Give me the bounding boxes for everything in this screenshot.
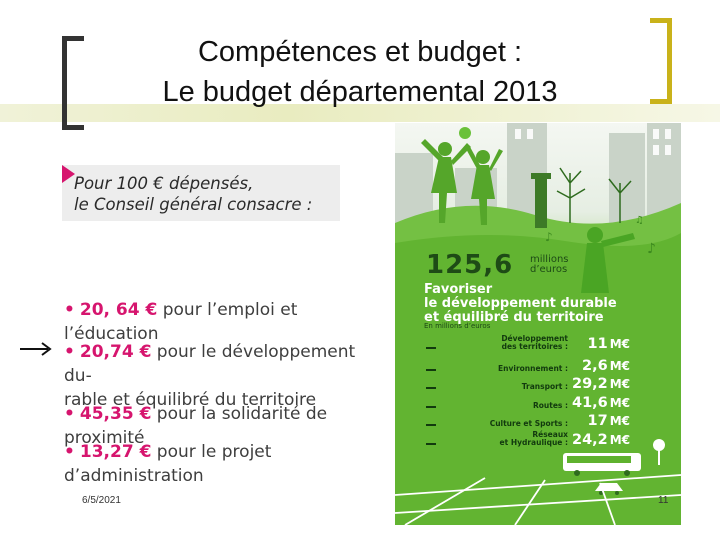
slide-title-line2: Le budget départemental 2013 bbox=[162, 76, 558, 108]
poster-unit-line1: millions bbox=[530, 254, 569, 265]
item-text: pour le projet d’administration bbox=[64, 442, 272, 486]
item-text: pour l’emploi et l’éducation bbox=[64, 300, 298, 344]
list-item: • 45,35 € pour la solidarité de proximité bbox=[64, 402, 376, 450]
budget-row: Réseaux et Hydraulique : 24,2 M€ bbox=[418, 428, 630, 448]
row-value-number: 11 bbox=[587, 336, 608, 352]
poster-subtitle: En millions d’euros bbox=[424, 322, 491, 330]
budget-poster-illustration: ♪ ♪ ♫ bbox=[395, 123, 681, 525]
footer-page-number: 11 bbox=[658, 495, 669, 506]
row-value-currency: M€ bbox=[609, 377, 631, 391]
row-value-currency: M€ bbox=[609, 414, 630, 428]
right-bracket-decoration bbox=[650, 18, 672, 104]
budget-row-value: 24,2 M€ bbox=[572, 432, 630, 448]
list-item: • 20,74 € pour le développement du-rable … bbox=[64, 340, 376, 412]
budget-row: Environnement : 2,6 M€ bbox=[418, 356, 630, 374]
pink-arrow-icon bbox=[62, 165, 75, 183]
poster-title-line2: le développement durable bbox=[424, 296, 617, 311]
budget-row-label-line1: Développement bbox=[501, 334, 568, 343]
budget-row-label: Réseaux et Hydraulique : bbox=[500, 431, 568, 447]
budget-row-label: Transport : bbox=[522, 383, 568, 391]
budget-row-label-line1: Culture et Sports : bbox=[489, 419, 568, 428]
row-dash bbox=[426, 424, 436, 426]
row-value-currency: M€ bbox=[609, 337, 630, 351]
bullet: • bbox=[64, 442, 75, 462]
title-underline-band bbox=[0, 104, 720, 122]
budget-row-label-line1: Réseaux bbox=[532, 430, 568, 439]
bullet: • bbox=[64, 300, 75, 320]
item-text-continued: rable et équilibré du territoire bbox=[64, 390, 317, 410]
budget-row-value: 11 M€ bbox=[572, 336, 630, 352]
poster-title-line3: et équilibré du territoire bbox=[424, 310, 604, 325]
row-dash bbox=[426, 406, 436, 408]
tree-outlines bbox=[556, 167, 632, 223]
budget-row-label-line1: Environnement : bbox=[498, 364, 568, 373]
poster-unit-line2: d’euros bbox=[530, 264, 568, 275]
trumpet-player bbox=[581, 227, 635, 293]
intro-line2: le Conseil général consacre : bbox=[74, 195, 313, 214]
bus-icon bbox=[563, 453, 641, 476]
poster-title-line1: Favoriser bbox=[424, 282, 493, 297]
svg-text:♪: ♪ bbox=[647, 241, 656, 257]
budget-row: Routes : 41,6 M€ bbox=[418, 393, 630, 411]
budget-row-value: 17 M€ bbox=[572, 413, 630, 429]
budget-row-label: Développement des territoires : bbox=[501, 335, 568, 351]
row-dash bbox=[426, 387, 436, 389]
row-value-currency: M€ bbox=[609, 359, 630, 373]
row-value-currency: M€ bbox=[609, 396, 631, 410]
svg-text:♫: ♫ bbox=[635, 215, 644, 226]
bullet: • bbox=[64, 342, 75, 362]
item-text: pour le développement du- bbox=[64, 342, 356, 386]
row-value-number: 41,6 bbox=[572, 395, 608, 411]
budget-row: Transport : 29,2 M€ bbox=[418, 374, 630, 392]
bullet: • bbox=[64, 404, 75, 424]
budget-row-label-line2: des territoires : bbox=[501, 342, 568, 351]
svg-text:♪: ♪ bbox=[545, 230, 553, 244]
row-value-currency: M€ bbox=[609, 433, 631, 447]
budget-row-value: 2,6 M€ bbox=[572, 358, 630, 374]
budget-row-value: 29,2 M€ bbox=[572, 376, 630, 392]
budget-row-label: Routes : bbox=[533, 402, 568, 410]
item-text: pour la solidarité de proximité bbox=[64, 404, 328, 448]
item-amount: 20, 64 € bbox=[79, 300, 158, 320]
row-value-number: 29,2 bbox=[572, 376, 608, 392]
intro-line1: Pour 100 € dépensés, bbox=[74, 174, 254, 193]
left-bracket-decoration bbox=[62, 36, 84, 130]
intro-box: Pour 100 € dépensés, le Conseil général … bbox=[62, 165, 340, 221]
row-value-number: 2,6 bbox=[582, 358, 608, 374]
tree-icons bbox=[653, 439, 665, 465]
list-item: • 20, 64 € pour l’emploi et l’éducation bbox=[64, 298, 376, 346]
row-value-number: 17 bbox=[587, 413, 608, 429]
budget-row: Développement des territoires : 11 M€ bbox=[418, 334, 630, 352]
budget-row-value: 41,6 M€ bbox=[572, 395, 630, 411]
budget-row-label-line2: et Hydraulique : bbox=[499, 438, 568, 447]
road-lines bbox=[395, 474, 681, 525]
poster-total-unit: millions d’euros bbox=[530, 255, 588, 275]
slide-title: Compétences et budget : Le budget départ… bbox=[90, 32, 630, 112]
slide-title-line1: Compétences et budget : bbox=[197, 36, 523, 68]
budget-row-label-line1: Routes : bbox=[532, 401, 568, 410]
item-amount: 45,35 € bbox=[79, 404, 152, 424]
poster-scene: ♪ ♪ ♫ bbox=[395, 123, 681, 525]
row-dash bbox=[426, 369, 436, 371]
footer-date: 6/5/2021 bbox=[82, 495, 121, 506]
item-amount: 20,74 € bbox=[79, 342, 152, 362]
row-value-number: 24,2 bbox=[572, 432, 608, 448]
poster-total-amount: 125,6 bbox=[426, 250, 514, 280]
list-item: • 13,27 € pour le projet d’administration bbox=[64, 440, 376, 488]
budget-row: Culture et Sports : 17 M€ bbox=[418, 411, 630, 429]
item-amount: 13,27 € bbox=[79, 442, 152, 462]
budget-row-label: Environnement : bbox=[498, 365, 568, 373]
row-dash bbox=[426, 347, 436, 349]
poster-title: Favoriser le développement durable et éq… bbox=[424, 283, 654, 325]
budget-row-label-line1: Transport : bbox=[521, 382, 568, 391]
budget-row-label: Culture et Sports : bbox=[490, 420, 568, 428]
kids-silhouettes bbox=[421, 139, 503, 225]
row-dash bbox=[426, 443, 436, 445]
right-arrow-icon bbox=[20, 342, 52, 356]
